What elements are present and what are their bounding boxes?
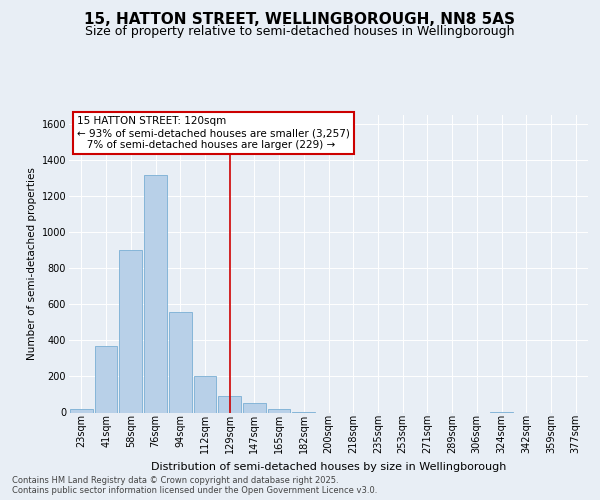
Text: 15, HATTON STREET, WELLINGBOROUGH, NN8 5AS: 15, HATTON STREET, WELLINGBOROUGH, NN8 5… xyxy=(85,12,515,28)
X-axis label: Distribution of semi-detached houses by size in Wellingborough: Distribution of semi-detached houses by … xyxy=(151,462,506,471)
Bar xyxy=(243,402,266,412)
Text: Contains HM Land Registry data © Crown copyright and database right 2025.
Contai: Contains HM Land Registry data © Crown c… xyxy=(12,476,377,495)
Bar xyxy=(218,396,241,412)
Bar xyxy=(95,346,118,412)
Bar xyxy=(119,250,142,412)
Text: Size of property relative to semi-detached houses in Wellingborough: Size of property relative to semi-detach… xyxy=(85,25,515,38)
Bar xyxy=(169,312,191,412)
Bar xyxy=(268,409,290,412)
Bar xyxy=(194,376,216,412)
Y-axis label: Number of semi-detached properties: Number of semi-detached properties xyxy=(28,168,37,360)
Bar xyxy=(70,409,93,412)
Bar xyxy=(144,174,167,412)
Text: 15 HATTON STREET: 120sqm
← 93% of semi-detached houses are smaller (3,257)
   7%: 15 HATTON STREET: 120sqm ← 93% of semi-d… xyxy=(77,116,350,150)
